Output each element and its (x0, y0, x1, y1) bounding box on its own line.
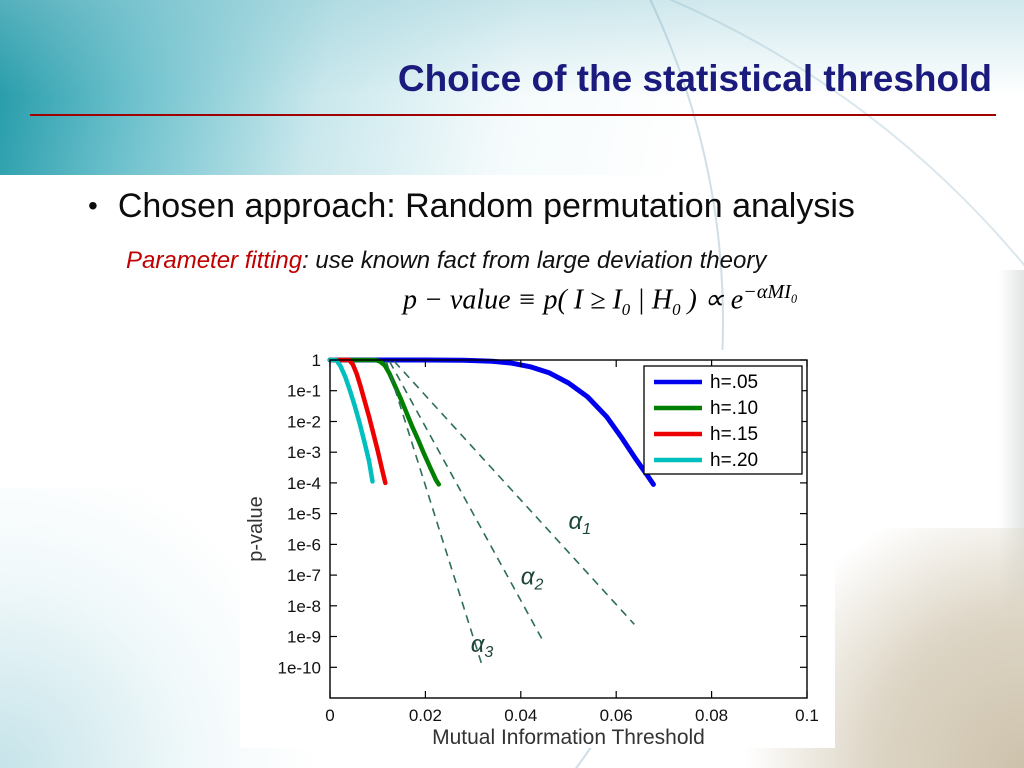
x-tick-label: 0.04 (504, 706, 537, 725)
y-tick-label: 1e-10 (278, 658, 321, 677)
subtext: Parameter fitting: use known fact from l… (126, 247, 766, 275)
y-tick-label: 1e-6 (287, 535, 321, 554)
x-tick-label: 0.1 (795, 706, 819, 725)
y-tick-label: 1e-1 (287, 382, 321, 401)
formula-subscript: 0 (621, 299, 631, 319)
formula-part: ) ∝ e (680, 284, 744, 316)
bullet-item: • Chosen approach: Random permutation an… (88, 185, 1008, 227)
y-tick-label: 1e-4 (287, 474, 321, 493)
legend-label: h=.10 (710, 398, 758, 419)
formula-part: p − value ≡ p( I ≥ I (403, 284, 622, 316)
background-right-band (998, 270, 1024, 700)
x-tick-label: 0.08 (695, 706, 728, 725)
legend: h=.05 h=.10 h=.15 h=.20 (643, 365, 803, 475)
x-tick-label: 0.02 (409, 706, 442, 725)
formula-exponent-text: −αMI (743, 281, 791, 303)
legend-label: h=.15 (710, 424, 758, 445)
series-h=.10 (327, 357, 442, 487)
fit-line-alpha-3 (385, 361, 483, 665)
y-tick-label: 1e-9 (287, 628, 321, 647)
x-tick-label: 0.06 (600, 706, 633, 725)
legend-label: h=.05 (710, 372, 758, 393)
series-h=.15 (327, 357, 388, 486)
y-tick-label: 1e-5 (287, 505, 321, 524)
fit-line-alpha-1 (393, 360, 635, 625)
bullet-text: Chosen approach: Random permutation anal… (117, 187, 855, 225)
subtext-highlight: Parameter fitting (126, 247, 303, 274)
legend-label: h=.20 (710, 450, 758, 471)
bullet-marker: • (88, 190, 98, 221)
fit-line-alpha-2 (388, 361, 544, 640)
y-axis-label: p-value (245, 496, 267, 562)
y-tick-label: 1e-7 (287, 566, 321, 585)
title-divider (30, 114, 996, 116)
pvalue-chart: α1 α2 α3 0 0.02 0.04 0.06 0.08 0.1 1 1e-1 1e-2 1e-3 1… (240, 350, 835, 748)
y-tick-label: 1e-2 (287, 413, 321, 432)
slide-title: Choice of the statistical threshold (397, 58, 992, 99)
subtext-rest: : use known fact from large deviation th… (302, 247, 767, 274)
x-axis-label: Mutual Information Threshold (432, 726, 705, 748)
y-tick-label: 1e-3 (287, 443, 321, 462)
y-tick-label: 1 (312, 351, 321, 370)
formula-exponent-subscript: 0 (790, 292, 797, 307)
series-h=.20 (327, 357, 375, 484)
formula-part: | H (630, 284, 673, 316)
x-tick-label: 0 (325, 706, 334, 725)
formula-exponent: −αMI0 (743, 281, 797, 307)
axes-box (329, 359, 808, 699)
formula-subscript: 0 (672, 299, 681, 319)
formula: p − value ≡ p( I ≥ I0 | H0 ) ∝ e−αMI0 (300, 281, 900, 320)
y-tick-label: 1e-8 (287, 597, 321, 616)
